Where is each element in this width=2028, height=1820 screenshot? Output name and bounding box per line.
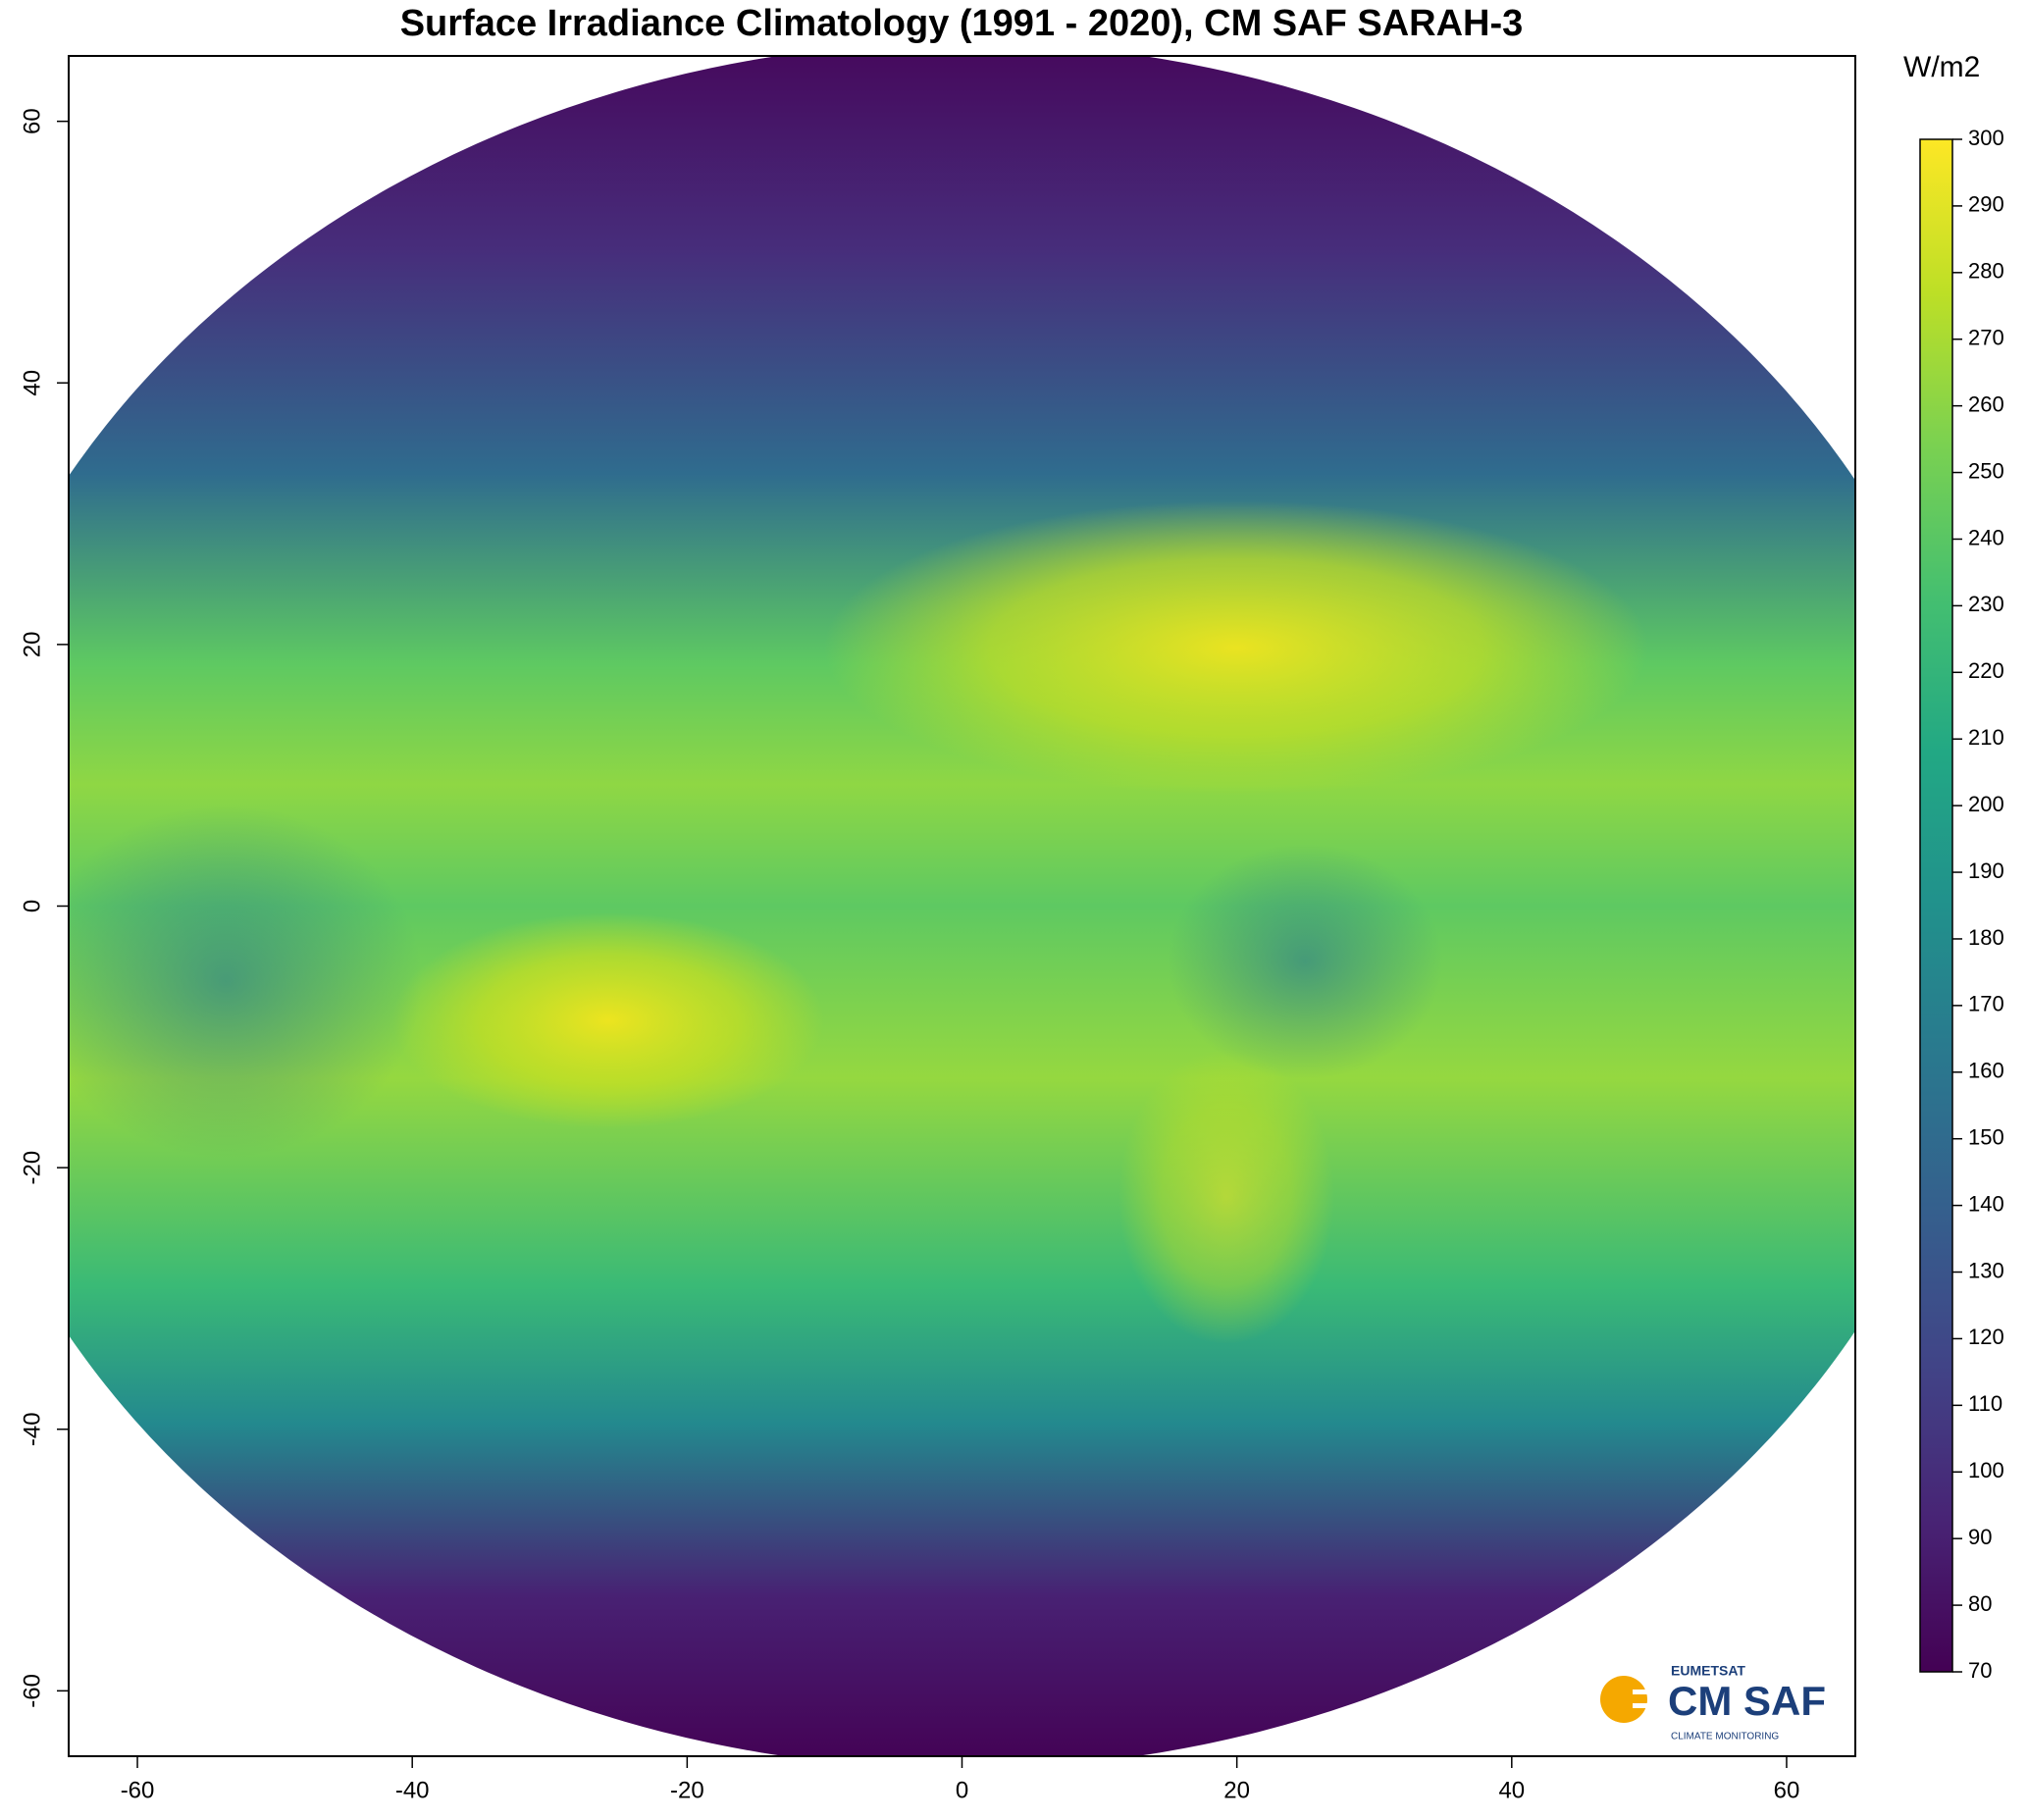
satellite-disk	[69, 56, 1855, 1756]
colorbar-tick-label: 210	[1968, 725, 2004, 750]
colorbar-tick-label: 160	[1968, 1059, 2004, 1083]
colorbar-tick-label: 180	[1968, 925, 2004, 950]
colorbar-tick-label: 70	[1968, 1658, 1992, 1683]
colorbar-tick-label: 200	[1968, 792, 2004, 816]
colorbar-tick-label: 290	[1968, 192, 2004, 217]
logo-name: CM SAF	[1668, 1678, 1826, 1724]
colorbar-tick-label: 280	[1968, 259, 2004, 284]
map-title: Surface Irradiance Climatology (1991 - 2…	[400, 3, 1524, 44]
logo: EUMETSAT CM SAF CLIMATE MONITORING	[1600, 1663, 1826, 1742]
colorbar	[1919, 138, 1953, 1673]
atlantic-high	[392, 912, 824, 1128]
irradiance-field	[69, 56, 1855, 1756]
sahara-high	[824, 500, 1648, 795]
y-tick-label: 40	[19, 370, 45, 396]
y-tick-label: 20	[19, 632, 45, 658]
colorbar-tick-label: 190	[1968, 858, 2004, 883]
x-tick-label: -20	[670, 1777, 704, 1803]
colorbar-tick-label: 120	[1968, 1325, 2004, 1349]
x-tick-label: 60	[1774, 1777, 1800, 1803]
x-tick-label: 20	[1223, 1777, 1250, 1803]
logo-sun	[1600, 1676, 1647, 1723]
colorbar-tick-label: 240	[1968, 525, 2004, 549]
colorbar-tick-label: 130	[1968, 1258, 2004, 1282]
colorbar-tick-label: 170	[1968, 992, 2004, 1016]
x-tick-label: 40	[1498, 1777, 1525, 1803]
y-tick-label: -20	[19, 1151, 45, 1185]
colorbar-tick-label: 300	[1968, 126, 2004, 150]
x-tick-label: -40	[395, 1777, 430, 1803]
x-tick-label: -60	[121, 1777, 155, 1803]
x-tick-label: 0	[956, 1777, 968, 1803]
amazon-low	[69, 805, 422, 1158]
colorbar-unit: W/m2	[1903, 51, 1980, 83]
colorbar-tick-label: 250	[1968, 458, 2004, 483]
colorbar-tick-label: 270	[1968, 326, 2004, 350]
y-tick-label: -40	[19, 1412, 45, 1446]
congo-low	[1168, 844, 1442, 1079]
colorbar-tick-label: 100	[1968, 1458, 2004, 1482]
colorbar-tick-label: 220	[1968, 658, 2004, 683]
logo-org: EUMETSAT	[1671, 1663, 1745, 1679]
y-tick-label: 60	[19, 108, 45, 134]
colorbar-tick-label: 140	[1968, 1191, 2004, 1216]
logo-stripe	[1633, 1690, 1656, 1694]
logo-stripe	[1633, 1703, 1656, 1708]
colorbar-tick-label: 150	[1968, 1125, 2004, 1150]
y-tick-label: 0	[19, 900, 45, 912]
colorbar-tick-label: 80	[1968, 1591, 1992, 1616]
colorbar-tick-label: 260	[1968, 391, 2004, 416]
colorbar-tick-label: 90	[1968, 1525, 1992, 1549]
logo-tagline: CLIMATE MONITORING	[1671, 1732, 1779, 1742]
colorbar-tick-label: 110	[1968, 1391, 2002, 1416]
colorbar-tick-label: 230	[1968, 592, 2004, 616]
y-tick-label: -60	[19, 1674, 45, 1708]
kalahari-high	[1118, 1050, 1334, 1344]
